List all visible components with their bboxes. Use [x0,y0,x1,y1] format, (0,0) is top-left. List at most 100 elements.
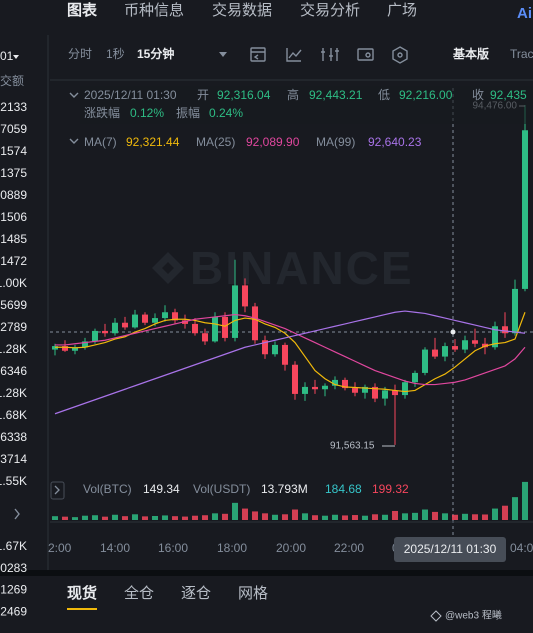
bottom-tab[interactable]: 逐仓 [181,585,211,602]
candle-body [272,344,278,355]
volume-bar [352,515,358,520]
candle-body [512,288,518,334]
volume-bar [392,510,398,520]
volume-bar [302,513,308,520]
candle-body [242,285,248,307]
volume-bar [372,514,378,520]
interval[interactable]: 15分钟 [137,46,174,61]
volume-bar [242,508,248,520]
volume-label: Vol(USDT) [193,482,250,496]
candle-body [332,379,338,386]
volume-bar [52,516,58,520]
column-value: 2133 [0,100,27,114]
candle-body [492,326,498,348]
volume-bar [192,515,198,520]
volume-bar [492,508,498,520]
volume-bar [382,514,388,520]
candle-body [402,382,408,396]
volume-bar [62,516,68,520]
candle-body [352,388,358,393]
candle-body [522,130,528,289]
volume-bar [132,514,138,520]
bottom-tab[interactable]: 全仓 [124,584,154,602]
volume-bar [472,514,478,520]
column-value: 6338 [0,430,27,444]
volume-bar [342,515,348,520]
legend-value: 92,089.90 [246,135,300,149]
watermark: BINANCE [190,242,414,294]
ma-line [55,312,526,393]
volume-bar [92,515,98,520]
watermark-logo [152,252,184,284]
legend-name: MA(25) [196,135,235,149]
candle-body [502,326,508,334]
tab[interactable]: 交易分析 [300,1,360,19]
chevron [54,485,60,495]
tab[interactable]: 币种信息 [124,2,184,19]
volume-bar [502,505,508,520]
candle-body [442,346,448,357]
volume-toggle[interactable] [50,481,65,500]
info-value: 92,316.04 [217,88,271,102]
volume-bar [252,511,258,520]
volume-bar [222,513,228,520]
volume-value: 149.34 [143,482,180,496]
interval[interactable]: 分时 [68,47,92,61]
tab[interactable]: 广场 [387,2,417,19]
volume-bar [72,517,78,520]
tab[interactable]: 交易数据 [212,1,272,19]
candle-body [372,386,378,399]
info-value: 0.12% [130,106,164,120]
candle-body [122,322,128,328]
chart-area: BINANCE [50,88,533,535]
candle-body [62,346,68,351]
volume-bar [432,511,438,520]
volume-bar [172,516,178,520]
volume-bar [292,509,298,520]
legend-name: MA(99) [316,135,355,149]
volume-bar [512,497,518,520]
volume-bar [122,516,128,520]
volume-bar [402,513,408,520]
legend-name: MA(7) [84,135,117,149]
candle-body [152,318,158,323]
version-toggle[interactable]: 基本版 [452,46,489,61]
tradingview-toggle[interactable]: Trac [510,47,533,61]
candle-body [342,379,348,389]
candle-body [172,312,178,321]
volume-bar [152,516,158,520]
crosshair-dot [450,329,456,335]
volume-bar [202,515,208,520]
candle-body [142,314,148,323]
info-label: 低 [378,88,390,102]
volume-bar [102,516,108,520]
info-label: 开 [197,88,209,102]
column-value: 7059 [0,122,27,136]
ma-line [55,313,526,386]
column-value: 1485 [0,232,27,246]
ma-line [54,310,526,415]
candle-body [82,341,88,348]
column-value: 1269 [0,583,27,597]
candle-body [432,349,438,357]
tab[interactable]: 图表 [67,1,98,19]
bottom-tab[interactable]: 现货 [67,584,97,602]
low-label: 91,563.15 [330,441,375,452]
candle-body [202,333,208,342]
interval[interactable]: 1秒 [106,47,125,61]
column-value: 3714 [0,452,27,466]
candle-body [132,314,138,328]
bottom-tab[interactable]: 网格 [238,585,268,602]
time-highlight [394,537,506,562]
volume-bar [412,512,418,520]
x-tick-label: 14:00 [100,541,130,555]
volume-bar [232,502,238,520]
volume-bar [162,515,168,520]
info-value: 0.24% [209,106,243,120]
candle-body [462,340,468,350]
column-value: 2469 [0,604,27,618]
toolbar-icons[interactable] [13,46,408,520]
column-value: 1.55K [0,474,27,488]
candle-body [362,386,368,393]
volume-ma: 199.32 [372,482,409,496]
